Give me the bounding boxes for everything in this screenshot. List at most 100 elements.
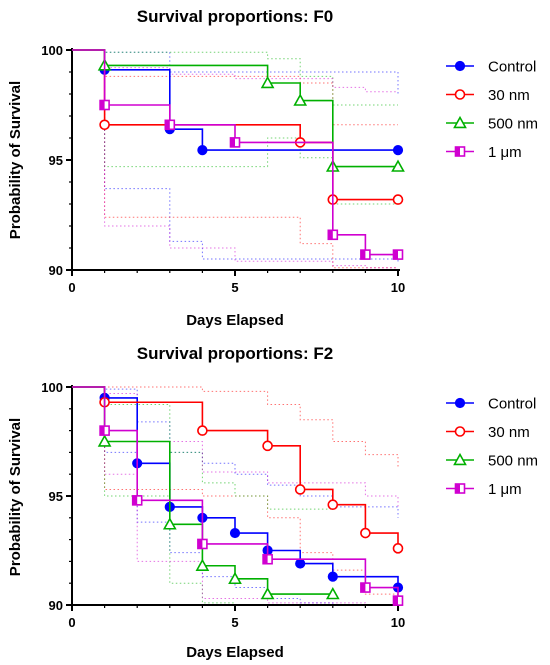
x-tick-label: 0 bbox=[68, 615, 75, 630]
data-point-marker bbox=[327, 571, 338, 582]
legend: Control 30 nm 500 nm 1 μm bbox=[446, 396, 538, 498]
data-point-fill bbox=[455, 147, 460, 156]
legend-label: 30 nm bbox=[488, 87, 530, 104]
panel-f0: Survival proportions: F0 Days Elapsed Pr… bbox=[7, 7, 538, 329]
data-point-marker bbox=[454, 60, 466, 72]
data-point-marker bbox=[392, 249, 404, 260]
legend-item: 1 μm bbox=[446, 144, 522, 161]
series-500-nm bbox=[72, 49, 405, 172]
data-point-fill bbox=[197, 539, 203, 549]
data-point bbox=[197, 425, 208, 436]
data-point-marker bbox=[360, 582, 371, 593]
data-point-fill bbox=[328, 230, 333, 240]
data-point-marker bbox=[164, 119, 176, 131]
data-point-fill bbox=[165, 120, 170, 130]
data-point-marker bbox=[197, 538, 208, 550]
x-axis-label: Days Elapsed bbox=[186, 312, 284, 329]
data-point-fill bbox=[100, 426, 105, 436]
data-point-fill bbox=[100, 100, 105, 110]
data-point-marker bbox=[360, 527, 371, 539]
panel-f2: Survival proportions: F2 Days Elapsed Pr… bbox=[7, 344, 538, 661]
data-point-marker bbox=[392, 543, 404, 554]
legend-label: Control bbox=[488, 396, 536, 413]
data-point bbox=[295, 558, 306, 569]
y-tick-label: 95 bbox=[49, 489, 63, 504]
data-point-marker bbox=[262, 553, 273, 565]
data-point-marker bbox=[453, 452, 467, 466]
chart-title: Survival proportions: F0 bbox=[137, 7, 333, 26]
legend-item: 500 nm bbox=[446, 116, 538, 133]
chart-title: Survival proportions: F2 bbox=[137, 344, 333, 363]
data-point-marker bbox=[229, 527, 241, 539]
data-point-fill bbox=[230, 137, 235, 147]
legend: Control 30 nm 500 nm 1 μm bbox=[446, 59, 538, 161]
legend-label: 500 nm bbox=[488, 453, 538, 470]
y-tick-label: 100 bbox=[41, 43, 63, 58]
data-point-fill bbox=[132, 495, 138, 505]
x-tick-label: 5 bbox=[231, 615, 238, 630]
data-point bbox=[453, 115, 467, 129]
legend-label: 1 μm bbox=[488, 144, 522, 161]
data-point bbox=[197, 145, 208, 156]
data-point bbox=[195, 558, 210, 571]
data-point bbox=[453, 452, 467, 466]
data-point-marker bbox=[454, 146, 466, 157]
legend-label: Control bbox=[488, 59, 536, 76]
data-point-marker bbox=[260, 75, 275, 89]
data-point-marker bbox=[453, 115, 467, 129]
confidence-band-upper bbox=[72, 386, 399, 468]
confidence-band-upper bbox=[72, 49, 399, 94]
data-point bbox=[293, 93, 308, 106]
data-point bbox=[260, 586, 275, 600]
y-tick-label: 90 bbox=[49, 598, 63, 613]
x-tick-label: 10 bbox=[391, 280, 405, 295]
data-point-marker bbox=[99, 99, 110, 111]
data-point-marker bbox=[99, 425, 110, 436]
legend-label: 500 nm bbox=[488, 116, 538, 133]
series-1-μm bbox=[72, 386, 404, 606]
legend-item: 30 nm bbox=[446, 424, 530, 441]
y-axis-label: Probability of Survival bbox=[7, 81, 24, 239]
data-point-marker bbox=[293, 93, 308, 106]
data-point-marker bbox=[99, 119, 110, 131]
data-point bbox=[327, 571, 338, 582]
data-point-marker bbox=[162, 517, 177, 530]
data-point-marker bbox=[327, 499, 339, 511]
data-point-marker bbox=[454, 397, 466, 409]
data-point-fill bbox=[263, 554, 268, 564]
data-point-marker bbox=[97, 434, 112, 447]
confidence-band-lower bbox=[72, 386, 398, 606]
x-tick-label: 0 bbox=[68, 280, 75, 295]
legend-item: 30 nm bbox=[446, 87, 530, 104]
legend-item: 1 μm bbox=[446, 481, 522, 498]
confidence-band-upper bbox=[72, 49, 398, 93]
data-point-marker bbox=[327, 229, 339, 241]
x-tick-label: 5 bbox=[231, 280, 238, 295]
data-point-fill bbox=[393, 250, 398, 260]
data-point bbox=[229, 527, 241, 539]
data-point-fill bbox=[393, 596, 398, 606]
data-point-marker bbox=[360, 249, 371, 260]
confidence-band-upper bbox=[72, 386, 399, 518]
legend-item: Control bbox=[446, 396, 536, 413]
x-axis-label: Days Elapsed bbox=[186, 644, 284, 661]
data-point bbox=[391, 159, 405, 172]
data-point bbox=[162, 517, 177, 530]
data-point bbox=[325, 586, 340, 600]
confidence-band-upper bbox=[72, 49, 398, 126]
data-point-marker bbox=[228, 571, 242, 585]
y-tick-label: 100 bbox=[41, 380, 63, 395]
data-point bbox=[228, 571, 242, 585]
data-point-marker bbox=[294, 484, 306, 495]
data-point-fill bbox=[360, 250, 366, 260]
data-point-marker bbox=[295, 558, 306, 569]
data-point-marker bbox=[131, 495, 143, 506]
data-point bbox=[392, 543, 404, 554]
data-point-marker bbox=[454, 89, 466, 100]
legend-label: 1 μm bbox=[488, 481, 522, 498]
series-30-nm bbox=[72, 386, 404, 554]
legend-item: 500 nm bbox=[446, 453, 538, 470]
x-tick-label: 10 bbox=[391, 615, 405, 630]
legend-label: 30 nm bbox=[488, 424, 530, 441]
data-point-marker bbox=[195, 558, 210, 571]
